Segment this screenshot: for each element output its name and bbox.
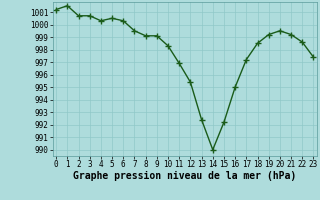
- X-axis label: Graphe pression niveau de la mer (hPa): Graphe pression niveau de la mer (hPa): [73, 171, 296, 181]
